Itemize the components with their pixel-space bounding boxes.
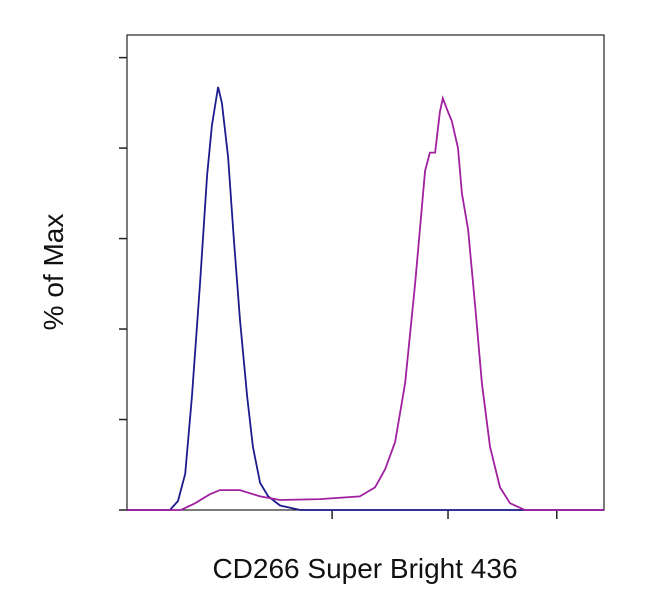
series-line xyxy=(127,86,604,511)
series-line xyxy=(127,95,604,511)
x-axis-label: CD266 Super Bright 436 xyxy=(212,553,517,584)
plot-frame xyxy=(126,34,605,511)
y-axis-label: % of Max xyxy=(38,214,69,331)
